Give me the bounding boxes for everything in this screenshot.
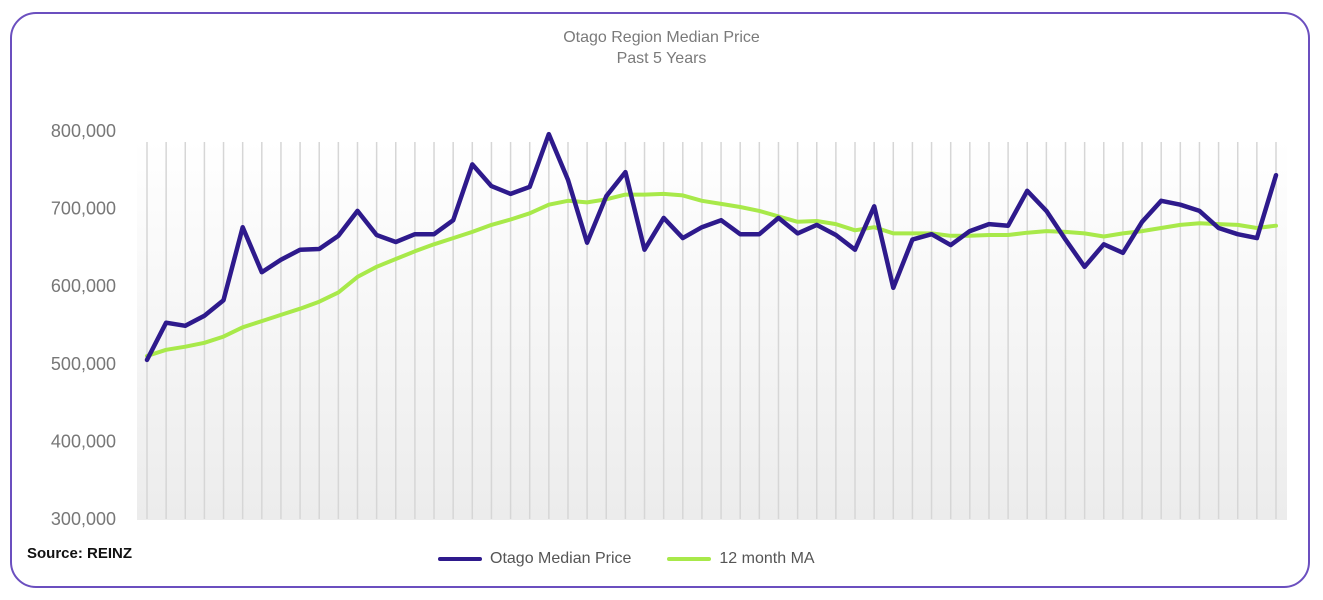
- y-tick-label: 500,000: [51, 354, 116, 374]
- series-median-price-line: [144, 131, 1279, 363]
- series-ma-line: [145, 191, 1278, 358]
- legend: Otago Median Price 12 month MA: [438, 550, 815, 568]
- y-tick-label: 300,000: [51, 509, 116, 529]
- source-note: Source: REINZ: [27, 545, 133, 562]
- y-tick-label: 700,000: [51, 199, 116, 219]
- plot-area: [137, 140, 1287, 520]
- chart-title: Otago Region Median Price: [563, 29, 760, 46]
- chart-frame: [10, 12, 1310, 588]
- y-tick-label: 400,000: [51, 431, 116, 451]
- legend-label-median: Otago Median Price: [490, 550, 632, 567]
- legend-swatch-ma: [667, 557, 712, 561]
- y-tick-label: 800,000: [51, 121, 116, 141]
- chart-subtitle: Past 5 Years: [616, 50, 707, 67]
- legend-label-ma: 12 month MA: [719, 550, 815, 567]
- legend-swatch-median: [438, 557, 482, 561]
- y-tick-label: 600,000: [51, 276, 116, 296]
